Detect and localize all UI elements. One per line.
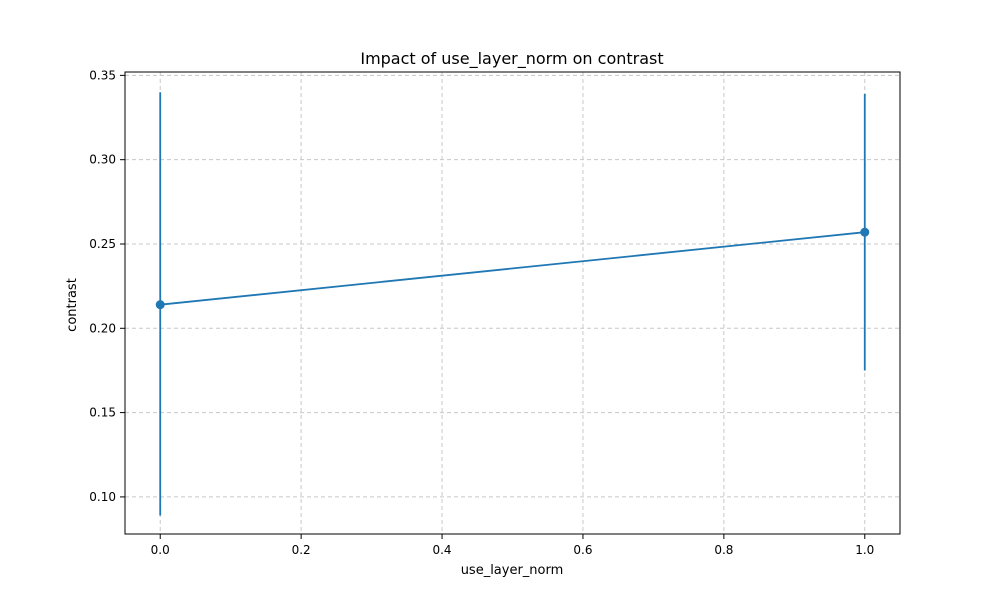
- x-tick-label: 0.6: [573, 543, 592, 557]
- grid: [125, 72, 900, 534]
- y-axis-label: contrast: [65, 278, 80, 332]
- y-tick-label: 0.35: [89, 68, 116, 82]
- chart-title: Impact of use_layer_norm on contrast: [360, 49, 663, 69]
- x-tick-label: 0.2: [292, 543, 311, 557]
- x-tick-label: 0.4: [432, 543, 451, 557]
- data-point: [860, 227, 870, 237]
- y-tick-label: 0.20: [89, 321, 116, 335]
- y-tick-label: 0.15: [89, 406, 116, 420]
- y-axis: 0.10 0.15 0.20 0.25 0.30 0.35: [89, 68, 125, 504]
- y-tick-label: 0.30: [89, 153, 116, 167]
- x-tick-label: 1.0: [855, 543, 874, 557]
- y-tick-label: 0.25: [89, 237, 116, 251]
- x-axis: 0.0 0.2 0.4 0.6 0.8 1.0: [151, 534, 874, 557]
- x-tick-label: 0.8: [714, 543, 733, 557]
- y-tick-label: 0.10: [89, 490, 116, 504]
- axes-frame: [124, 71, 901, 535]
- series-line: [160, 231, 865, 306]
- plot-area: [155, 92, 870, 516]
- data-point: [155, 300, 165, 310]
- x-tick-label: 0.0: [151, 543, 170, 557]
- x-axis-label: use_layer_norm: [461, 563, 564, 578]
